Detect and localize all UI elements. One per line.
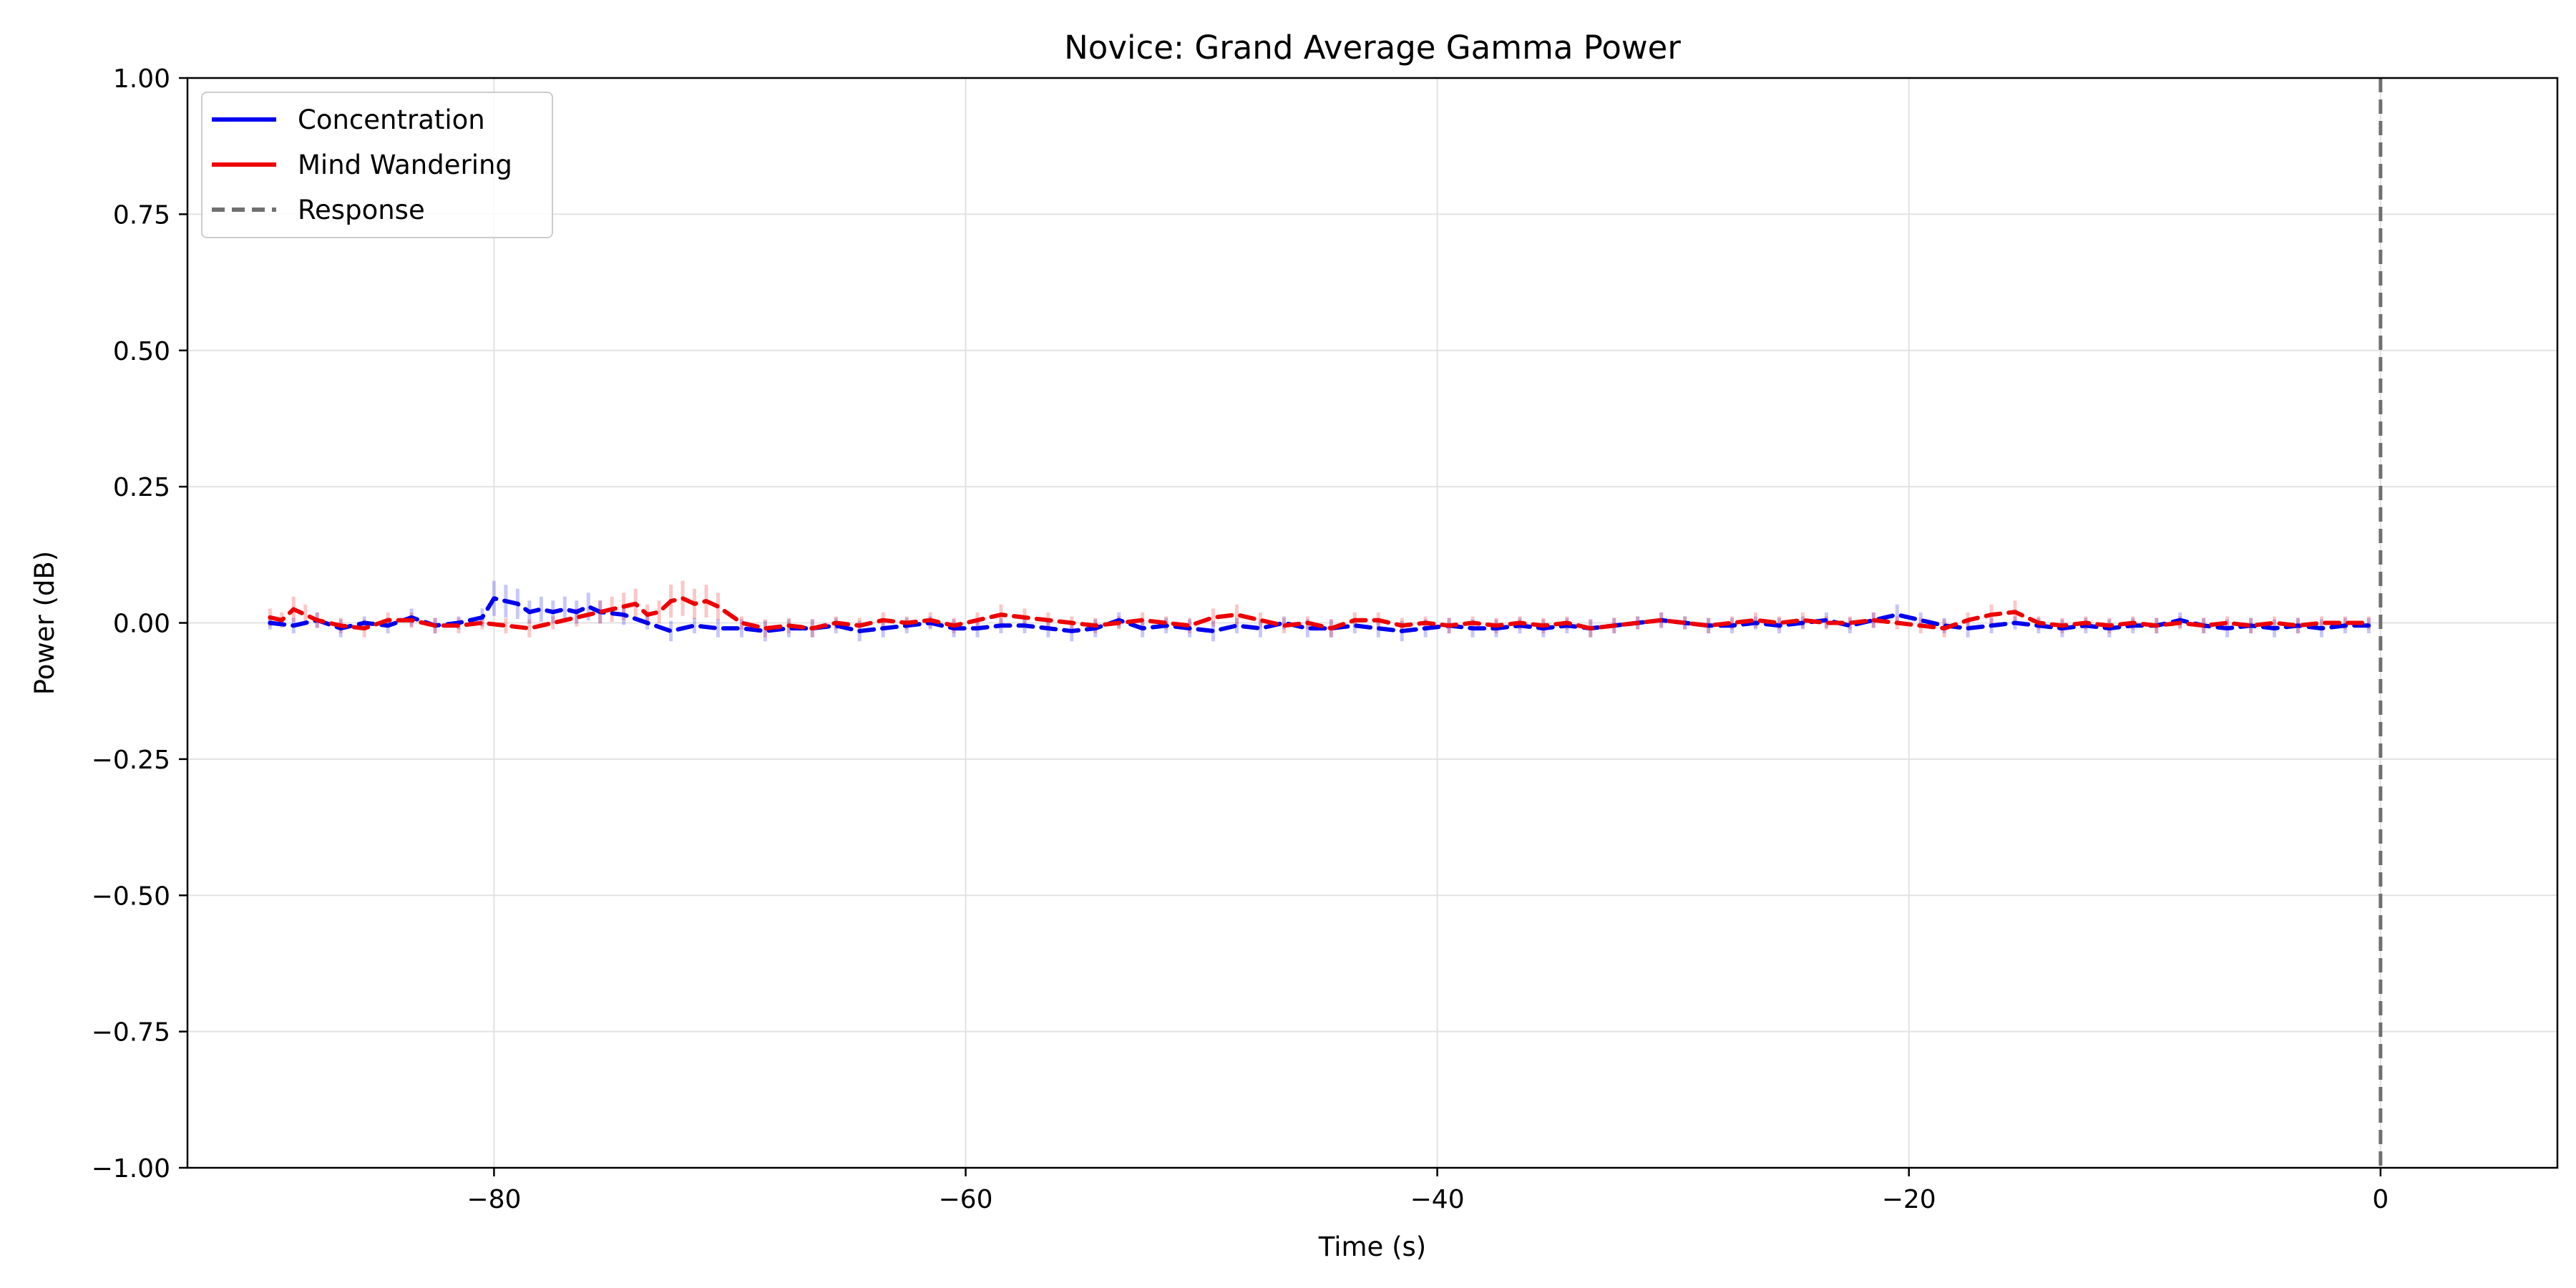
axis-ticks: −80 −60 −40 −20 0 −1.00 −0.75 −0.50 −0.25 0.00 0.2… [92, 64, 2389, 1214]
x-tick-label: −40 [1410, 1185, 1465, 1214]
legend-box [201, 92, 553, 238]
legend: Concentration Mind Wandering Response [201, 92, 553, 238]
y-tick-label: −1.00 [92, 1154, 170, 1184]
y-tick-label: 0.00 [113, 610, 170, 639]
x-tick-label: −20 [1882, 1185, 1936, 1214]
series-line-0 [268, 596, 2371, 633]
y-tick-label: −0.25 [92, 746, 170, 775]
x-axis-label: Time (s) [1318, 1231, 1426, 1262]
legend-label: Mind Wandering [298, 150, 512, 180]
series-line-1 [268, 596, 2371, 631]
legend-label: Concentration [298, 104, 485, 135]
x-tick-label: 0 [2372, 1185, 2389, 1214]
x-tick-label: −80 [467, 1185, 521, 1214]
y-tick-label: 0.75 [113, 200, 170, 230]
legend-label: Response [298, 195, 425, 225]
x-tick-label: −60 [939, 1185, 993, 1214]
y-axis-label: Power (dB) [29, 551, 60, 695]
y-tick-label: 0.50 [113, 337, 170, 366]
legend-items: Concentration Mind Wandering Response [212, 104, 512, 225]
y-tick-label: −0.50 [92, 882, 170, 911]
y-tick-label: 0.25 [113, 473, 170, 502]
y-tick-label: 1.00 [113, 64, 170, 94]
chart-title: Novice: Grand Average Gamma Power [1064, 29, 1681, 67]
y-tick-label: −0.75 [92, 1018, 170, 1048]
series-lines [268, 596, 2371, 633]
